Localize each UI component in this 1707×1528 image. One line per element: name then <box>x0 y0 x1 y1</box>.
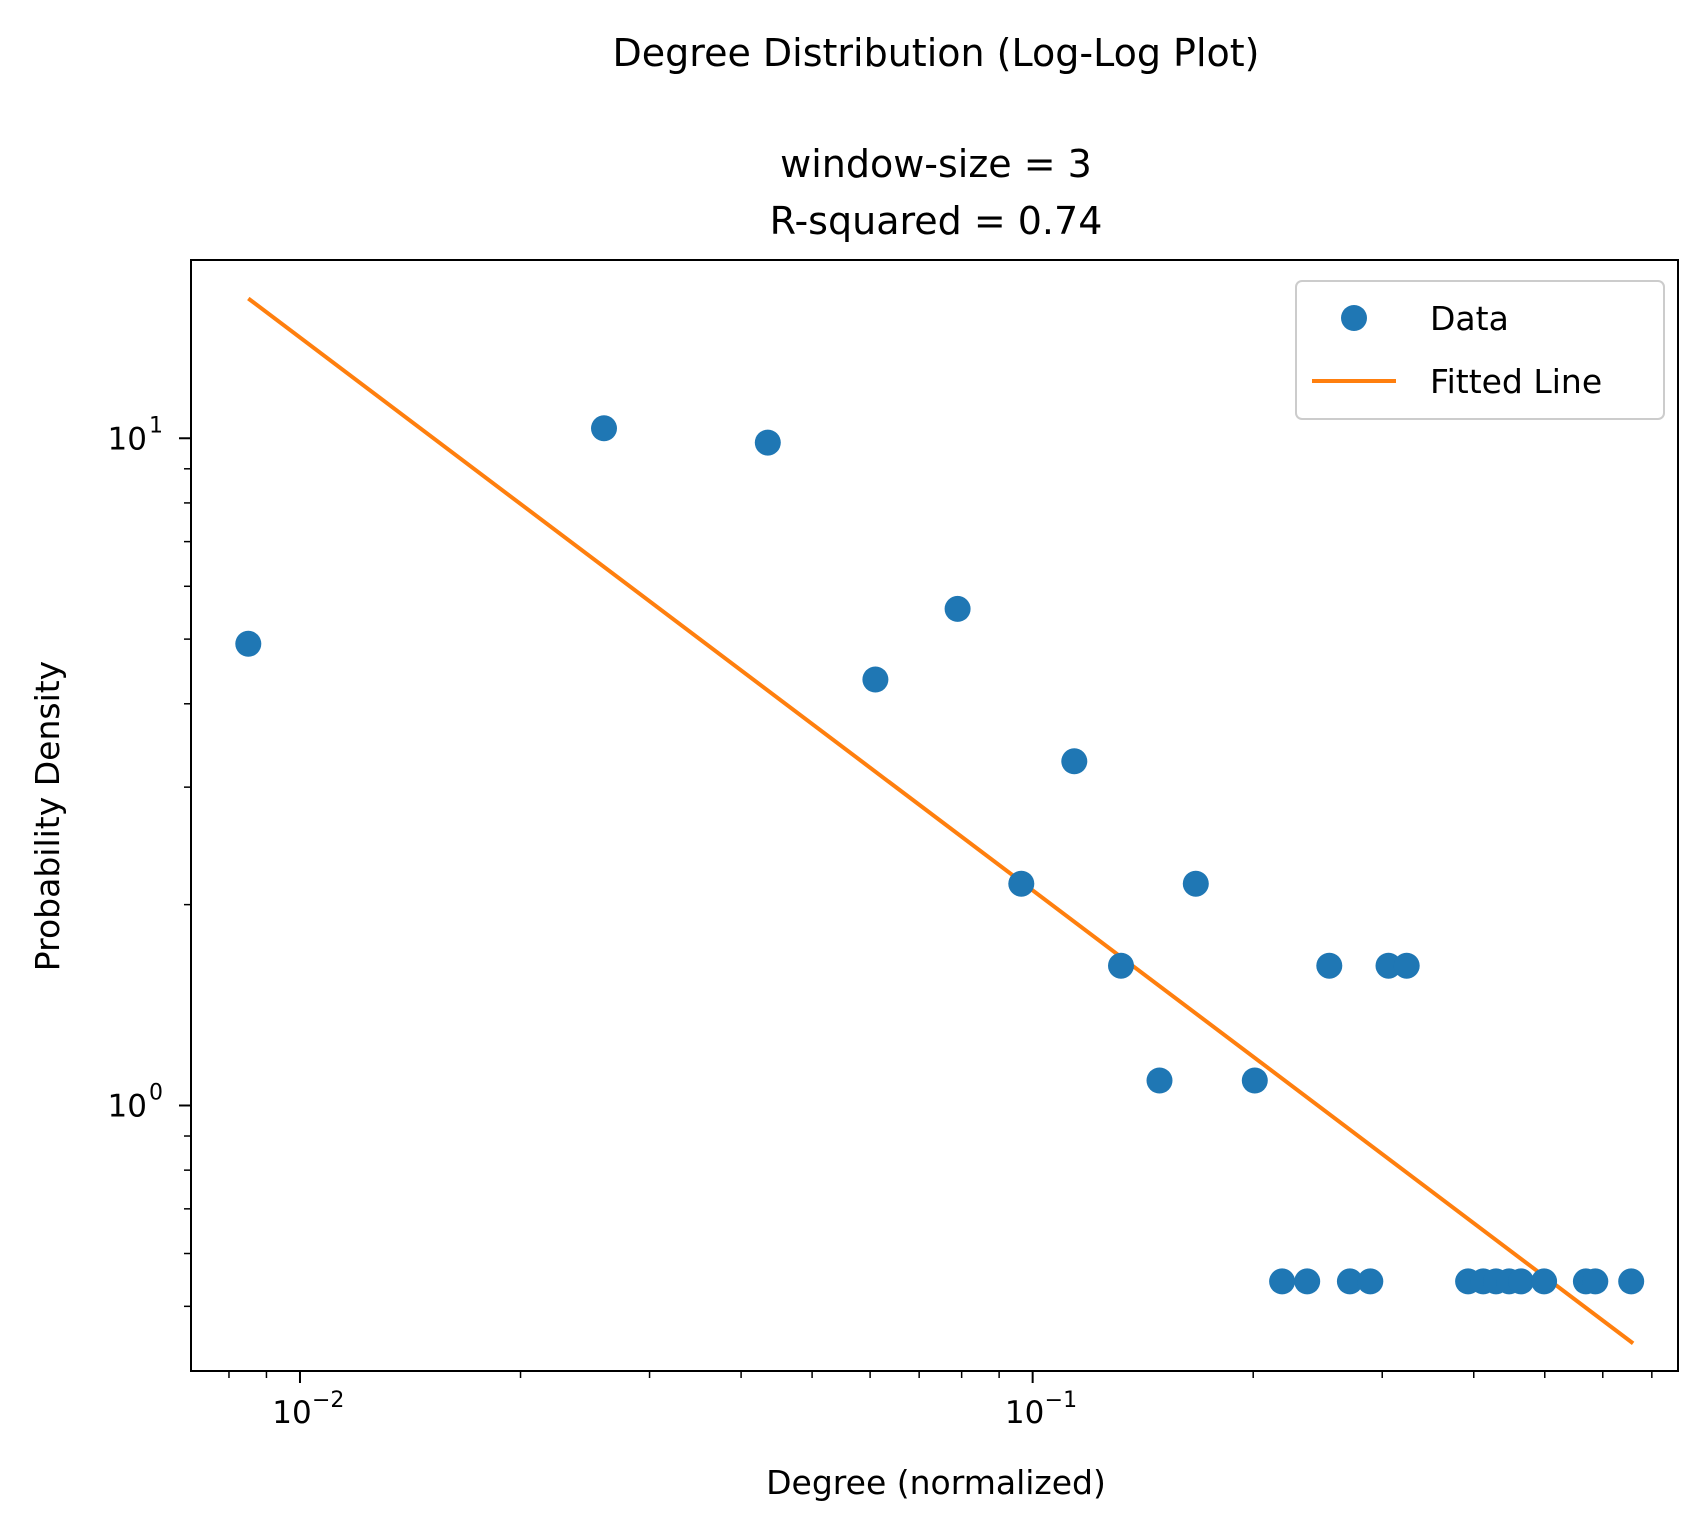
legend-label-data: Data <box>1430 299 1509 338</box>
data-point <box>235 630 262 657</box>
minor-ticks <box>184 468 1653 1378</box>
data-point <box>1146 1067 1173 1094</box>
data-point <box>1294 1268 1321 1295</box>
y-tick-label-exponent: 0 <box>149 1080 163 1105</box>
data-point <box>1531 1268 1558 1295</box>
data-point <box>1336 1268 1363 1295</box>
x-tick-label-exponent: −1 <box>1045 1388 1077 1413</box>
data-point <box>1108 952 1134 979</box>
data-point <box>1508 1268 1534 1295</box>
y-tick-label: 10 <box>108 421 147 457</box>
data-point <box>754 429 781 456</box>
x-tick-label: 10 <box>1005 1395 1044 1431</box>
legend: Data Fitted Line <box>1295 280 1665 420</box>
plot-area-frame <box>190 259 1679 1372</box>
chart-title: Degree Distribution (Log-Log Plot) <box>613 31 1260 75</box>
data-point <box>1316 952 1343 979</box>
data-point <box>1357 1268 1384 1295</box>
data-point <box>1393 952 1420 979</box>
legend-data-marker <box>1341 305 1367 331</box>
data-point <box>1008 870 1035 897</box>
x-axis-label: Degree (normalized) <box>766 1463 1106 1502</box>
legend-label-fitted-line: Fitted Line <box>1430 362 1602 401</box>
fitted-line <box>247 296 1635 1345</box>
y-tick-label: 10 <box>108 1088 147 1124</box>
chart-subtitle-line-2: R-squared = 0.74 <box>770 199 1103 243</box>
data-point <box>1269 1268 1296 1295</box>
data-point <box>944 595 971 622</box>
data-point <box>1582 1268 1609 1295</box>
data-point <box>1375 952 1402 979</box>
data-point <box>1618 1268 1645 1295</box>
data-point <box>1061 748 1088 775</box>
chart-subtitle-line-1: window-size = 3 <box>780 142 1092 186</box>
x-tick-label-exponent: −2 <box>312 1388 344 1413</box>
y-tick-label-exponent: 1 <box>149 413 163 438</box>
fitted-line-layer <box>247 296 1635 1345</box>
data-point <box>591 415 617 442</box>
x-tick-label: 10 <box>272 1395 311 1431</box>
data-points-layer <box>235 415 1645 1295</box>
data-point <box>862 666 889 693</box>
data-point <box>1241 1067 1268 1094</box>
data-point <box>1182 870 1209 897</box>
legend-box <box>1295 280 1665 420</box>
y-axis-label: Probability Density <box>28 661 67 971</box>
